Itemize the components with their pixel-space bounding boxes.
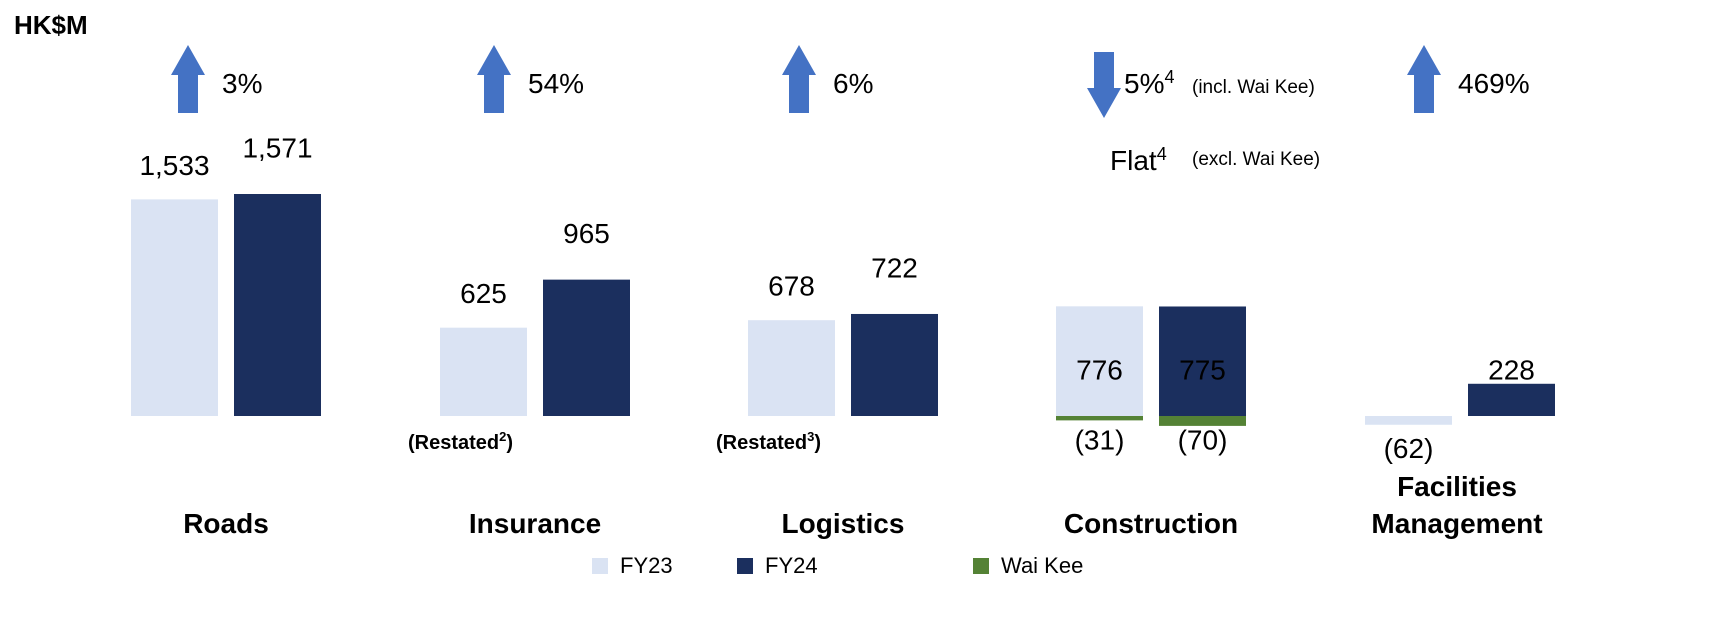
change-arrow (1087, 52, 1121, 118)
note-text: ) (506, 432, 513, 454)
change-value: 469% (1458, 68, 1530, 99)
value-label: (70) (1178, 424, 1228, 455)
change-value: 6% (833, 68, 873, 99)
change-arrow (171, 45, 205, 113)
footnote: 3 (807, 429, 814, 444)
note-text: ) (814, 432, 821, 454)
change-arrow (477, 45, 511, 113)
value-label: 625 (460, 278, 507, 309)
legend-swatch (737, 558, 753, 574)
change-value: 5% (1124, 68, 1164, 99)
change-arrow (782, 45, 816, 113)
note-text: (Restated (716, 432, 807, 454)
bar (1159, 306, 1246, 416)
value-label: 1,533 (139, 150, 209, 181)
change-arrow (1407, 45, 1441, 113)
bar (440, 327, 527, 416)
footnote: 4 (1164, 67, 1174, 87)
change-label: 5%4 (1124, 67, 1174, 100)
secondary-change: Flat4 (1110, 144, 1167, 177)
bar (748, 320, 835, 416)
value-label: 965 (563, 218, 610, 249)
value-label: (31) (1075, 424, 1125, 455)
legend-label: FY23 (620, 553, 673, 578)
value-label: 678 (768, 271, 815, 302)
category-label: Roads (183, 508, 269, 539)
category-note: (Restated3) (716, 429, 821, 454)
bar (1056, 416, 1143, 421)
value-label: 722 (871, 252, 918, 283)
category-note: (Restated2) (408, 429, 513, 454)
legend-swatch (592, 558, 608, 574)
value-label: (62) (1384, 433, 1434, 464)
value-label: 1,571 (242, 132, 312, 163)
legend-label: Wai Kee (1001, 553, 1083, 578)
bar (851, 313, 938, 416)
note-text: (Restated (408, 432, 499, 454)
change-value: Flat (1110, 145, 1157, 176)
footnote: 2 (499, 429, 506, 444)
change-note: (excl. Wai Kee) (1192, 149, 1320, 170)
bar (234, 194, 321, 416)
category-label: Facilities Management (1371, 471, 1543, 539)
bar (1468, 383, 1555, 416)
footnote: 4 (1157, 144, 1167, 164)
legend-label: FY24 (765, 553, 818, 578)
bar (543, 279, 630, 416)
change-label: 3% (222, 68, 262, 99)
value-label: 775 (1179, 354, 1226, 385)
change-note: (incl. Wai Kee) (1192, 77, 1315, 98)
change-label: 469% (1458, 68, 1530, 99)
legend-swatch (973, 558, 989, 574)
bar (1159, 416, 1246, 426)
change-value: 3% (222, 68, 262, 99)
change-label: 54% (528, 68, 584, 99)
bar (1056, 306, 1143, 416)
category-label: Insurance (468, 508, 602, 539)
category-label: Construction (1063, 508, 1239, 539)
change-value: 54% (528, 68, 584, 99)
unit-label: HK$M (14, 10, 88, 40)
bar (131, 199, 218, 416)
category-label: Logistics (781, 508, 905, 539)
bar (1365, 416, 1452, 425)
value-label: 776 (1076, 354, 1123, 385)
change-label: 6% (833, 68, 873, 99)
value-label: 228 (1488, 354, 1535, 385)
